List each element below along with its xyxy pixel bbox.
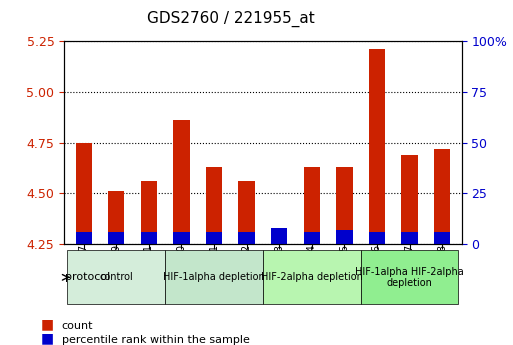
Bar [369, 231, 385, 244]
Text: GDS2760 / 221955_at: GDS2760 / 221955_at [147, 10, 314, 27]
Text: GSM71543: GSM71543 [274, 244, 284, 297]
Text: GSM71540: GSM71540 [176, 244, 186, 297]
Text: GSM71547: GSM71547 [405, 244, 415, 297]
Text: GSM71544: GSM71544 [307, 244, 317, 297]
Text: HIF-1alpha HIF-2alpha
depletion: HIF-1alpha HIF-2alpha depletion [355, 267, 464, 288]
Bar [108, 191, 125, 244]
Bar [239, 181, 255, 244]
Bar [304, 231, 320, 244]
Text: percentile rank within the sample: percentile rank within the sample [62, 335, 249, 345]
Text: GSM71509: GSM71509 [111, 244, 121, 297]
Bar [75, 142, 92, 244]
FancyBboxPatch shape [67, 250, 165, 304]
Bar [141, 231, 157, 244]
Text: control: control [100, 272, 133, 282]
Bar [401, 231, 418, 244]
Bar [206, 167, 222, 244]
FancyBboxPatch shape [263, 250, 361, 304]
Text: GSM71541: GSM71541 [209, 244, 219, 297]
Text: GSM71511: GSM71511 [144, 244, 154, 297]
Bar [239, 231, 255, 244]
FancyBboxPatch shape [361, 250, 459, 304]
Bar [271, 240, 287, 244]
Text: GSM71548: GSM71548 [437, 244, 447, 297]
Text: HIF-2alpha depletion: HIF-2alpha depletion [261, 272, 363, 282]
Bar [206, 231, 222, 244]
Text: GSM71546: GSM71546 [372, 244, 382, 297]
Bar [401, 155, 418, 244]
Bar [271, 228, 287, 244]
Bar [434, 231, 450, 244]
Bar [173, 120, 190, 244]
Bar [336, 230, 352, 244]
Bar [108, 231, 125, 244]
Text: protocol: protocol [65, 272, 110, 282]
Bar [434, 149, 450, 244]
Text: GSM71542: GSM71542 [242, 244, 251, 297]
Text: ■: ■ [41, 317, 54, 331]
Bar [141, 181, 157, 244]
Bar [75, 231, 92, 244]
Text: HIF-1alpha depletion: HIF-1alpha depletion [163, 272, 265, 282]
Bar [173, 231, 190, 244]
Bar [369, 49, 385, 244]
Text: GSM71507: GSM71507 [78, 244, 89, 297]
Text: ■: ■ [41, 331, 54, 345]
Text: count: count [62, 321, 93, 331]
Bar [336, 167, 352, 244]
FancyBboxPatch shape [165, 250, 263, 304]
Bar [304, 167, 320, 244]
Text: GSM71545: GSM71545 [340, 244, 349, 297]
